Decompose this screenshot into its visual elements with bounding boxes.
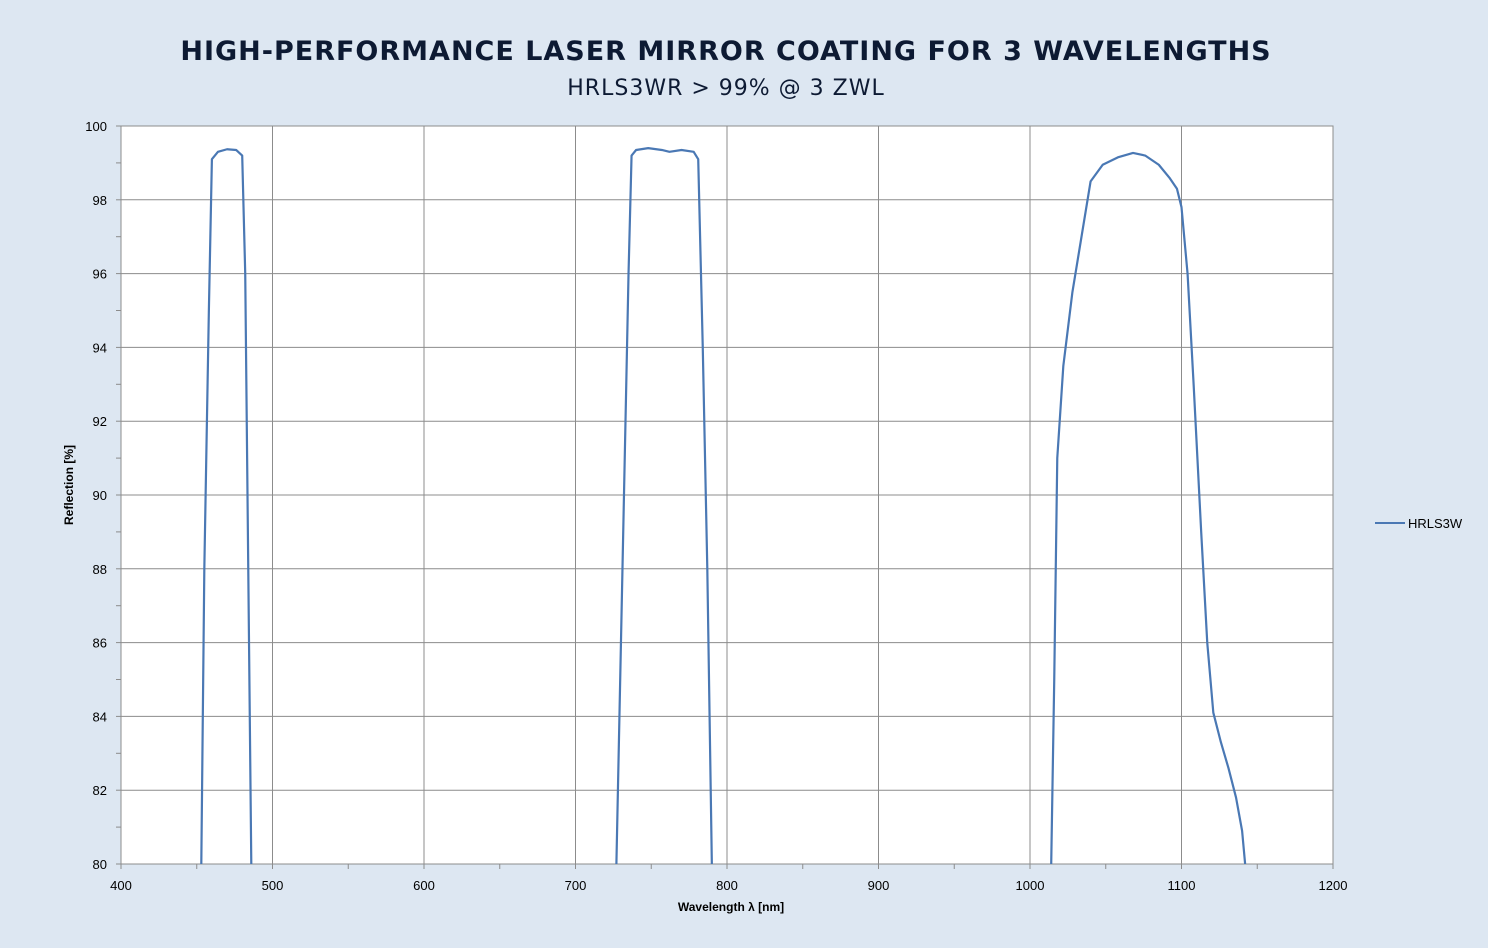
y-axis-title: Reflection [%] (62, 445, 76, 525)
y-tick-label: 100 (85, 119, 107, 134)
y-tick-label: 96 (93, 267, 107, 282)
tick-labels: 400 500 600 700 800 900 1000 1100 1200 80 82 84 86 88… (85, 119, 1347, 893)
series-line-1 (200, 148, 253, 864)
y-tick-label: 92 (93, 414, 107, 429)
grid-lines (120, 125, 1334, 865)
x-tick-label: 1100 (1168, 878, 1196, 893)
y-tick-label: 80 (93, 857, 107, 872)
x-tick-label: 800 (716, 878, 738, 893)
legend-label: HRLS3W (1408, 516, 1463, 531)
x-tick-label: 900 (868, 878, 890, 893)
tick-marks (116, 125, 1334, 869)
y-tick-label: 90 (93, 488, 107, 503)
x-tick-label: 600 (413, 878, 435, 893)
y-tick-label: 84 (93, 709, 107, 724)
series-layer (200, 147, 1247, 864)
x-tick-label: 1000 (1016, 878, 1045, 893)
x-tick-label: 700 (565, 878, 587, 893)
y-tick-label: 88 (93, 562, 107, 577)
x-tick-label: 1200 (1319, 878, 1348, 893)
x-axis-title: Wavelength λ [nm] (678, 900, 784, 914)
series-line-2 (615, 147, 713, 864)
y-tick-label: 82 (93, 783, 107, 798)
x-tick-label: 500 (262, 878, 284, 893)
legend: HRLS3W (1375, 516, 1463, 531)
y-tick-label: 94 (93, 340, 107, 355)
y-tick-label: 86 (93, 636, 107, 651)
y-tick-label: 98 (93, 193, 107, 208)
x-tick-label: 400 (110, 878, 132, 893)
series-line-3 (1050, 151, 1247, 864)
chart-title: HIGH-PERFORMANCE LASER MIRROR COATING FO… (180, 36, 1272, 67)
chart-subtitle: HRLS3WR > 99% @ 3 ZWL (567, 76, 885, 101)
